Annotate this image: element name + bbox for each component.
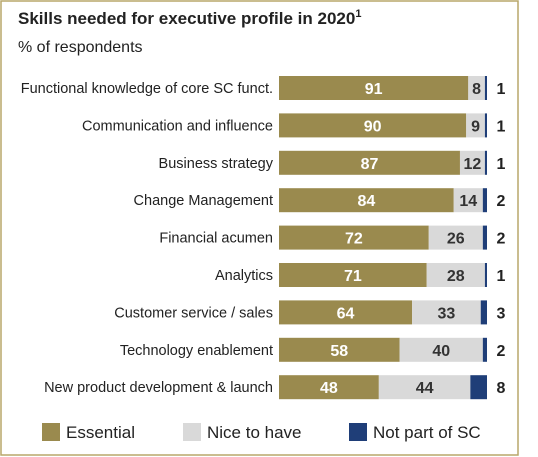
data-label-essential: 84	[357, 193, 375, 210]
data-label-essential: 72	[345, 231, 363, 248]
data-label-essential: 58	[330, 343, 348, 360]
data-label-not-part-of-sc: 1	[497, 81, 506, 98]
bar-row: Customer service / sales 64 33 3	[114, 300, 506, 325]
chart-subtitle: % of respondents	[18, 39, 143, 56]
bar-segment-notpart	[484, 263, 487, 287]
data-label-nice-to-have: 28	[447, 268, 465, 285]
data-label-essential: 64	[337, 305, 355, 322]
chart-title-text: Skills needed for executive profile in 2…	[18, 9, 355, 28]
bar-segment-nice	[378, 375, 471, 400]
data-label-nice-to-have: 8	[472, 81, 481, 98]
data-label-nice-to-have: 9	[471, 118, 480, 135]
bar-row: Analytics 71 28 1	[215, 263, 506, 287]
legend-item-notpart: Not part of SC	[349, 423, 481, 442]
data-label-not-part-of-sc: 8	[497, 380, 506, 397]
data-label-essential: 90	[364, 118, 382, 135]
bar-segment-notpart	[482, 337, 487, 362]
bar-row: Business strategy 87 12 1	[159, 150, 506, 175]
data-label-nice-to-have: 40	[432, 343, 450, 360]
bar-segment-essential	[279, 225, 429, 250]
bar-row: Change Management 84 14 2	[134, 188, 506, 213]
bar-segment-nice	[453, 188, 483, 213]
bar-segment-essential	[279, 300, 413, 325]
data-label-essential: 71	[344, 268, 362, 285]
category-label: Customer service / sales	[114, 305, 273, 321]
legend-swatch	[183, 423, 201, 441]
legend-swatch	[349, 423, 367, 441]
category-label: New product development & launch	[44, 380, 273, 396]
legend-item-essential: Essential	[42, 423, 135, 442]
data-label-essential: 48	[320, 380, 338, 397]
bar-row: Functional knowledge of core SC funct. 91…	[21, 76, 506, 100]
category-label: Analytics	[215, 268, 273, 284]
data-label-not-part-of-sc: 2	[497, 231, 506, 248]
bar-segment-notpart	[484, 76, 487, 100]
category-label: Business strategy	[159, 156, 274, 172]
bars-layer: Functional knowledge of core SC funct. 91…	[21, 76, 506, 400]
bar-row: Communication and influence 90 9 1	[82, 113, 506, 138]
bar-row: Financial acumen 72 26 2	[159, 225, 506, 250]
data-label-not-part-of-sc: 1	[497, 156, 506, 173]
bar-segment-nice	[428, 225, 483, 250]
category-label: Technology enablement	[120, 343, 273, 359]
data-label-essential: 91	[365, 81, 383, 98]
bar-segment-essential	[279, 263, 427, 287]
chart-title: Skills needed for executive profile in 2…	[18, 8, 361, 28]
bar-segment-notpart	[484, 150, 487, 175]
legend-label: Not part of SC	[373, 423, 481, 442]
bar-segment-nice	[459, 150, 485, 175]
bar-segment-nice	[412, 300, 481, 325]
chart-title-superscript: 1	[355, 8, 361, 20]
bar-segment-essential	[279, 375, 379, 400]
bar-segment-notpart	[470, 375, 487, 400]
chart-frame	[0, 0, 519, 456]
category-label: Communication and influence	[82, 118, 273, 134]
bar-row: New product development & launch 48 44 8	[44, 375, 506, 400]
category-label: Financial acumen	[159, 231, 273, 247]
data-label-not-part-of-sc: 1	[497, 268, 506, 285]
bar-segment-notpart	[480, 300, 487, 325]
bar-segment-nice	[426, 263, 485, 287]
bar-segment-essential	[279, 337, 400, 362]
legend-label: Nice to have	[207, 423, 302, 442]
legend-item-nice: Nice to have	[183, 423, 302, 442]
category-label: Functional knowledge of core SC funct.	[21, 81, 273, 97]
bar-segment-notpart	[482, 188, 487, 213]
bar-segment-essential	[279, 113, 467, 138]
bar-segment-nice	[466, 113, 485, 138]
data-label-not-part-of-sc: 2	[497, 343, 506, 360]
data-label-nice-to-have: 26	[447, 231, 465, 248]
data-label-nice-to-have: 44	[416, 380, 434, 397]
legend-label: Essential	[66, 423, 135, 442]
data-label-not-part-of-sc: 1	[497, 118, 506, 135]
bar-segment-essential	[279, 76, 469, 100]
bar-segment-notpart	[484, 113, 487, 138]
bar-segment-nice	[399, 337, 483, 362]
data-label-nice-to-have: 14	[459, 193, 477, 210]
data-label-nice-to-have: 33	[438, 305, 456, 322]
bar-segment-nice	[468, 76, 485, 100]
data-label-not-part-of-sc: 2	[497, 193, 506, 210]
bar-row: Technology enablement 58 40 2	[120, 337, 506, 362]
category-label: Change Management	[134, 193, 273, 209]
legend: Essential Nice to have Not part of SC	[42, 423, 481, 442]
data-label-not-part-of-sc: 3	[497, 305, 506, 322]
legend-swatch	[42, 423, 60, 441]
data-label-essential: 87	[361, 156, 379, 173]
bar-segment-essential	[279, 188, 454, 213]
data-label-nice-to-have: 12	[464, 156, 482, 173]
bar-segment-essential	[279, 150, 460, 175]
bar-segment-notpart	[482, 225, 487, 250]
